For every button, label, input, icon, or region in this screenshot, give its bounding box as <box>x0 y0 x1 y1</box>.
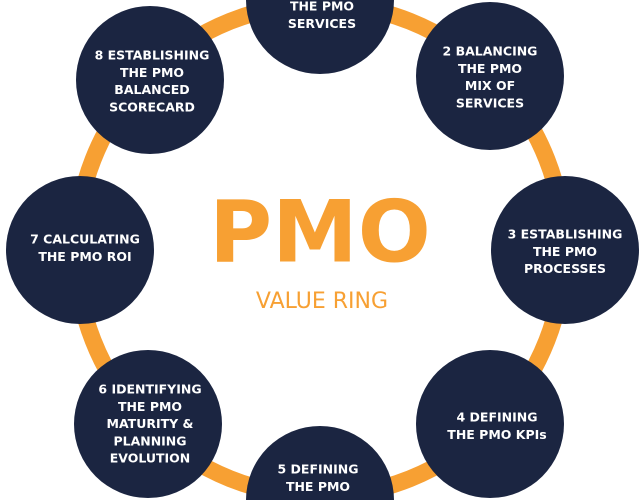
step-label: 3 ESTABLISHING <box>508 227 623 242</box>
step-label: THE PMO <box>458 61 522 76</box>
step-label: MIX OF <box>465 78 515 93</box>
step-circle <box>491 176 639 324</box>
step-label: EVOLUTION <box>110 451 191 466</box>
step-label: 4 DEFINING <box>457 410 538 425</box>
step-label: THE PMO KPIs <box>447 427 546 442</box>
step-circle <box>416 350 564 498</box>
step-label: THE PMO <box>118 399 182 414</box>
step-label: PLANNING <box>113 433 186 448</box>
step-circle <box>74 350 222 498</box>
step-label: 2 BALANCING <box>443 44 538 59</box>
step-label: THE PMO <box>120 65 184 80</box>
step-label: MATURITY & <box>107 416 194 431</box>
step-label: SERVICES <box>288 16 356 31</box>
step-label: THE PMO <box>533 244 597 259</box>
step-label: 5 DEFINING <box>278 462 359 477</box>
step-circle <box>246 0 394 74</box>
step-label: PROCESSES <box>524 261 606 276</box>
step-circle <box>416 2 564 150</box>
step-label: THE PMO <box>290 0 354 14</box>
step-label: SCORECARD <box>109 99 195 114</box>
step-label: THE PMO <box>286 479 350 494</box>
step-label: BALANCED <box>114 82 189 97</box>
step-circle <box>76 6 224 154</box>
title: PMO <box>209 182 431 282</box>
step-circle <box>6 176 154 324</box>
step-label: THE PMO ROI <box>38 249 131 264</box>
step-label: SERVICES <box>456 95 524 110</box>
step-label: 8 ESTABLISHING <box>95 48 210 63</box>
subtitle: VALUE RING <box>256 289 388 314</box>
step-label: 7 CALCULATING <box>30 232 140 247</box>
step-label: 6 IDENTIFYING <box>98 382 201 397</box>
step-circle <box>246 426 394 500</box>
